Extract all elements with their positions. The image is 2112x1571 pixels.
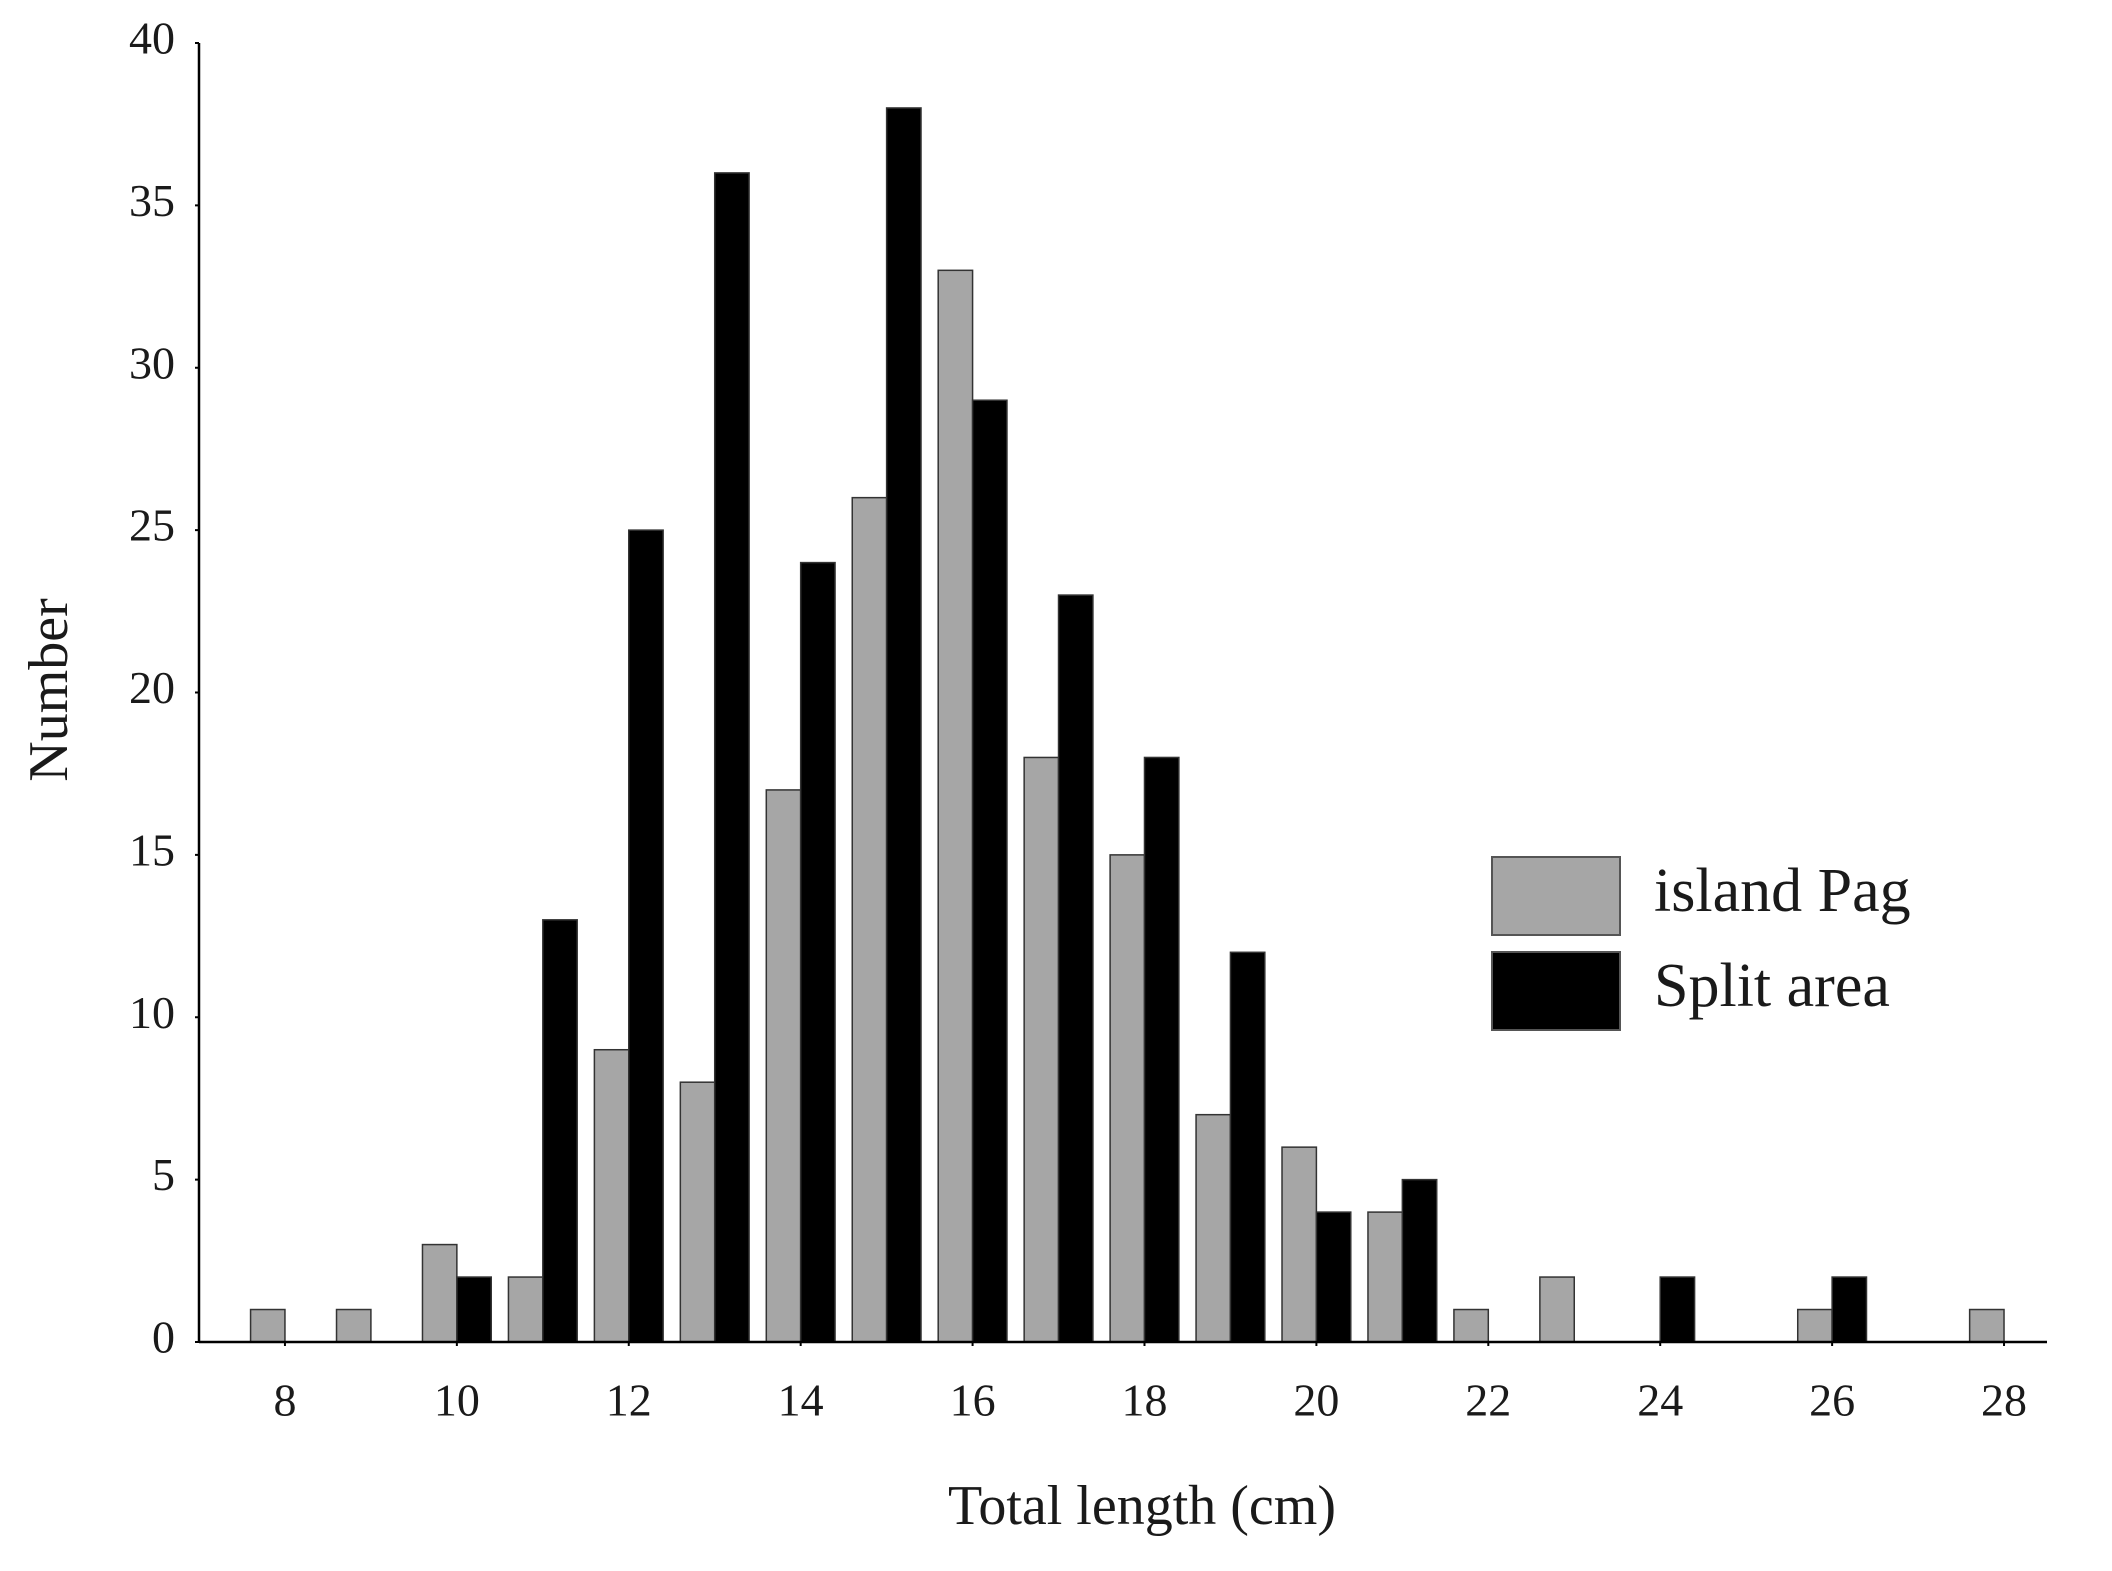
bar bbox=[507, 1276, 544, 1343]
bar bbox=[456, 1276, 492, 1343]
bar bbox=[679, 1081, 716, 1343]
legend-label: Split area bbox=[1654, 952, 1890, 1020]
x-tick-label: 28 bbox=[1981, 1375, 2027, 1426]
x-tick-label: 22 bbox=[1465, 1375, 1511, 1426]
x-tick-label: 18 bbox=[1121, 1375, 1167, 1426]
y-tick-label: 15 bbox=[129, 824, 175, 875]
bar bbox=[421, 1243, 458, 1343]
bar bbox=[1109, 854, 1146, 1343]
y-tick-label: 35 bbox=[129, 175, 175, 226]
y-tick-label: 10 bbox=[129, 987, 175, 1038]
bar bbox=[885, 107, 922, 1343]
bar bbox=[1796, 1308, 1833, 1343]
x-tick-label: 8 bbox=[273, 1375, 296, 1426]
y-tick-label: 25 bbox=[129, 500, 175, 551]
bar bbox=[765, 789, 802, 1343]
bar bbox=[1281, 1146, 1318, 1343]
bar bbox=[713, 172, 750, 1343]
bar bbox=[1453, 1308, 1490, 1343]
y-tick-label: 5 bbox=[152, 1149, 175, 1200]
bar bbox=[937, 269, 974, 1343]
y-tick-label: 40 bbox=[129, 13, 175, 64]
bar bbox=[1367, 1211, 1404, 1343]
bar bbox=[1968, 1308, 2005, 1343]
bar bbox=[1023, 756, 1060, 1343]
bar bbox=[542, 919, 578, 1343]
bar bbox=[851, 496, 888, 1343]
y-tick-label: 30 bbox=[129, 337, 175, 388]
x-tick-label: 16 bbox=[950, 1375, 996, 1426]
bar bbox=[249, 1308, 286, 1343]
legend-label: island Pag bbox=[1654, 857, 1911, 925]
bar bbox=[1315, 1211, 1352, 1343]
bar bbox=[971, 399, 1008, 1343]
y-axis-label: Number bbox=[18, 598, 80, 782]
bar bbox=[1143, 756, 1180, 1343]
bar bbox=[1195, 1113, 1232, 1343]
bar bbox=[1539, 1276, 1576, 1343]
bar bbox=[799, 561, 836, 1343]
bar bbox=[593, 1048, 630, 1343]
x-tick-label: 24 bbox=[1637, 1375, 1683, 1426]
legend-swatch bbox=[1491, 856, 1621, 936]
y-tick-label: 20 bbox=[129, 662, 175, 713]
bar bbox=[1659, 1276, 1696, 1343]
x-axis-label: Total length (cm) bbox=[948, 1475, 1336, 1537]
bar bbox=[1057, 594, 1094, 1343]
x-tick-label: 26 bbox=[1809, 1375, 1855, 1426]
bar bbox=[1401, 1178, 1438, 1343]
legend-swatch bbox=[1491, 951, 1621, 1031]
y-tick-label: 0 bbox=[152, 1312, 175, 1363]
bar bbox=[1831, 1276, 1868, 1343]
x-tick-label: 12 bbox=[606, 1375, 652, 1426]
x-tick-label: 10 bbox=[434, 1375, 480, 1426]
x-tick-label: 14 bbox=[778, 1375, 824, 1426]
bar bbox=[628, 529, 664, 1343]
bar bbox=[335, 1308, 372, 1343]
bar bbox=[1229, 951, 1266, 1343]
x-tick-label: 20 bbox=[1293, 1375, 1339, 1426]
